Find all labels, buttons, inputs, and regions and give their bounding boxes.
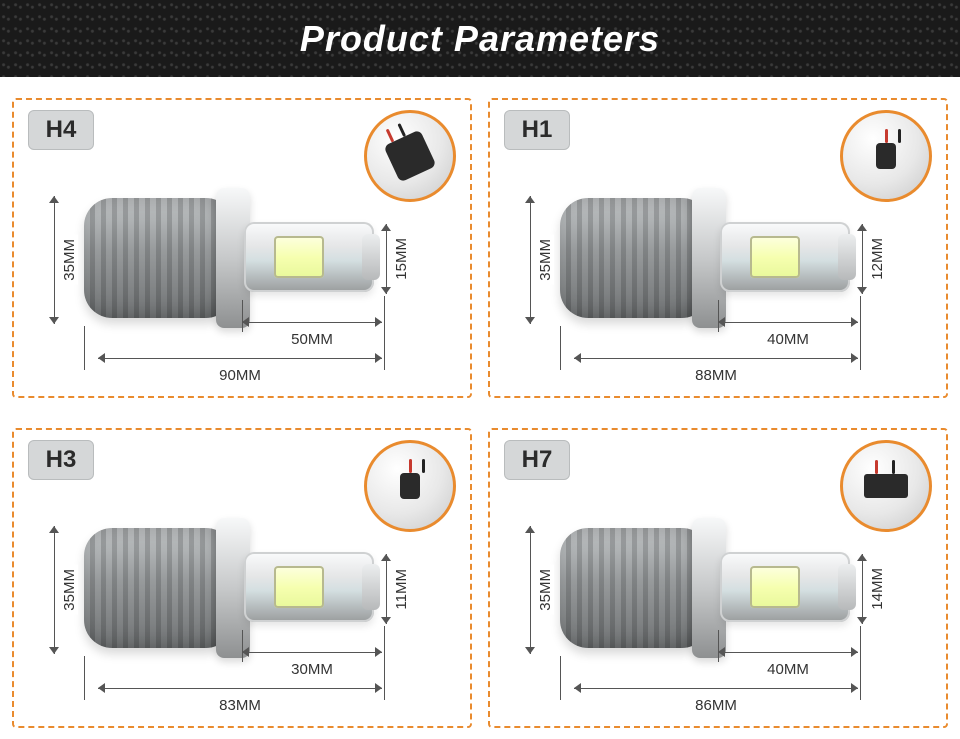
dim-total-length: 90MM [98,358,382,376]
heatsink-icon [560,198,710,318]
dim-heatsink-height: 35MM [530,526,548,654]
bulb-body-icon [720,552,850,622]
dim-total-length: 88MM [574,358,858,376]
extension-line [860,296,861,370]
model-badge: H4 [28,110,94,150]
dim-label: 35MM [537,565,554,615]
dim-tip-height: 11MM [386,554,404,624]
bulb-illustration [84,518,404,668]
dim-label: 11MM [393,565,410,614]
dim-label: 40MM [763,661,813,678]
dim-label: 35MM [537,235,554,285]
dim-label: 14MM [869,564,886,614]
dim-heatsink-height: 35MM [54,526,72,654]
bulb-body-icon [244,222,374,292]
dim-label: 88MM [691,367,741,384]
dim-label: 40MM [763,331,813,348]
dim-tip-height: 14MM [862,554,880,624]
dim-label: 12MM [869,234,886,284]
dim-mid-length: 40MM [718,652,858,670]
dim-label: 86MM [691,697,741,714]
extension-line [860,626,861,700]
dim-mid-length: 30MM [242,652,382,670]
model-badge: H1 [504,110,570,150]
bulb-illustration [84,188,404,338]
dim-label: 83MM [215,697,265,714]
bulb-body-icon [720,222,850,292]
model-badge: H7 [504,440,570,480]
dim-label: 30MM [287,661,337,678]
panel-h4: H4 35MM 15MM 50MM 90MM [12,98,472,398]
plug-icon [876,143,896,169]
extension-line [384,296,385,370]
panel-grid: H4 35MM 15MM 50MM 90MM H1 35MM 12MM [0,80,960,738]
extension-line [84,326,85,370]
plug-icon [864,474,908,498]
heatsink-icon [560,528,710,648]
dim-heatsink-height: 35MM [530,196,548,324]
dim-tip-height: 12MM [862,224,880,294]
dim-label: 35MM [61,565,78,615]
panel-h1: H1 35MM 12MM 40MM 88MM [488,98,948,398]
extension-line [84,656,85,700]
page-title: Product Parameters [300,18,660,60]
panel-h7: H7 35MM 14MM 40MM 86MM [488,428,948,728]
dim-total-length: 86MM [574,688,858,706]
heatsink-icon [84,528,234,648]
plug-icon [400,473,420,499]
bulb-illustration [560,518,880,668]
dim-heatsink-height: 35MM [54,196,72,324]
heatsink-icon [84,198,234,318]
dim-tip-height: 15MM [386,224,404,294]
dim-mid-length: 50MM [242,322,382,340]
extension-line [384,626,385,700]
bulb-body-icon [244,552,374,622]
plug-icon [383,129,436,182]
dim-label: 35MM [61,235,78,285]
dim-label: 90MM [215,367,265,384]
dim-mid-length: 40MM [718,322,858,340]
header: Product Parameters [0,0,960,80]
dim-label: 50MM [287,331,337,348]
model-badge: H3 [28,440,94,480]
panel-h3: H3 35MM 11MM 30MM 83MM [12,428,472,728]
dim-total-length: 83MM [98,688,382,706]
dim-label: 15MM [393,234,410,284]
bulb-illustration [560,188,880,338]
extension-line [560,656,561,700]
extension-line [560,326,561,370]
